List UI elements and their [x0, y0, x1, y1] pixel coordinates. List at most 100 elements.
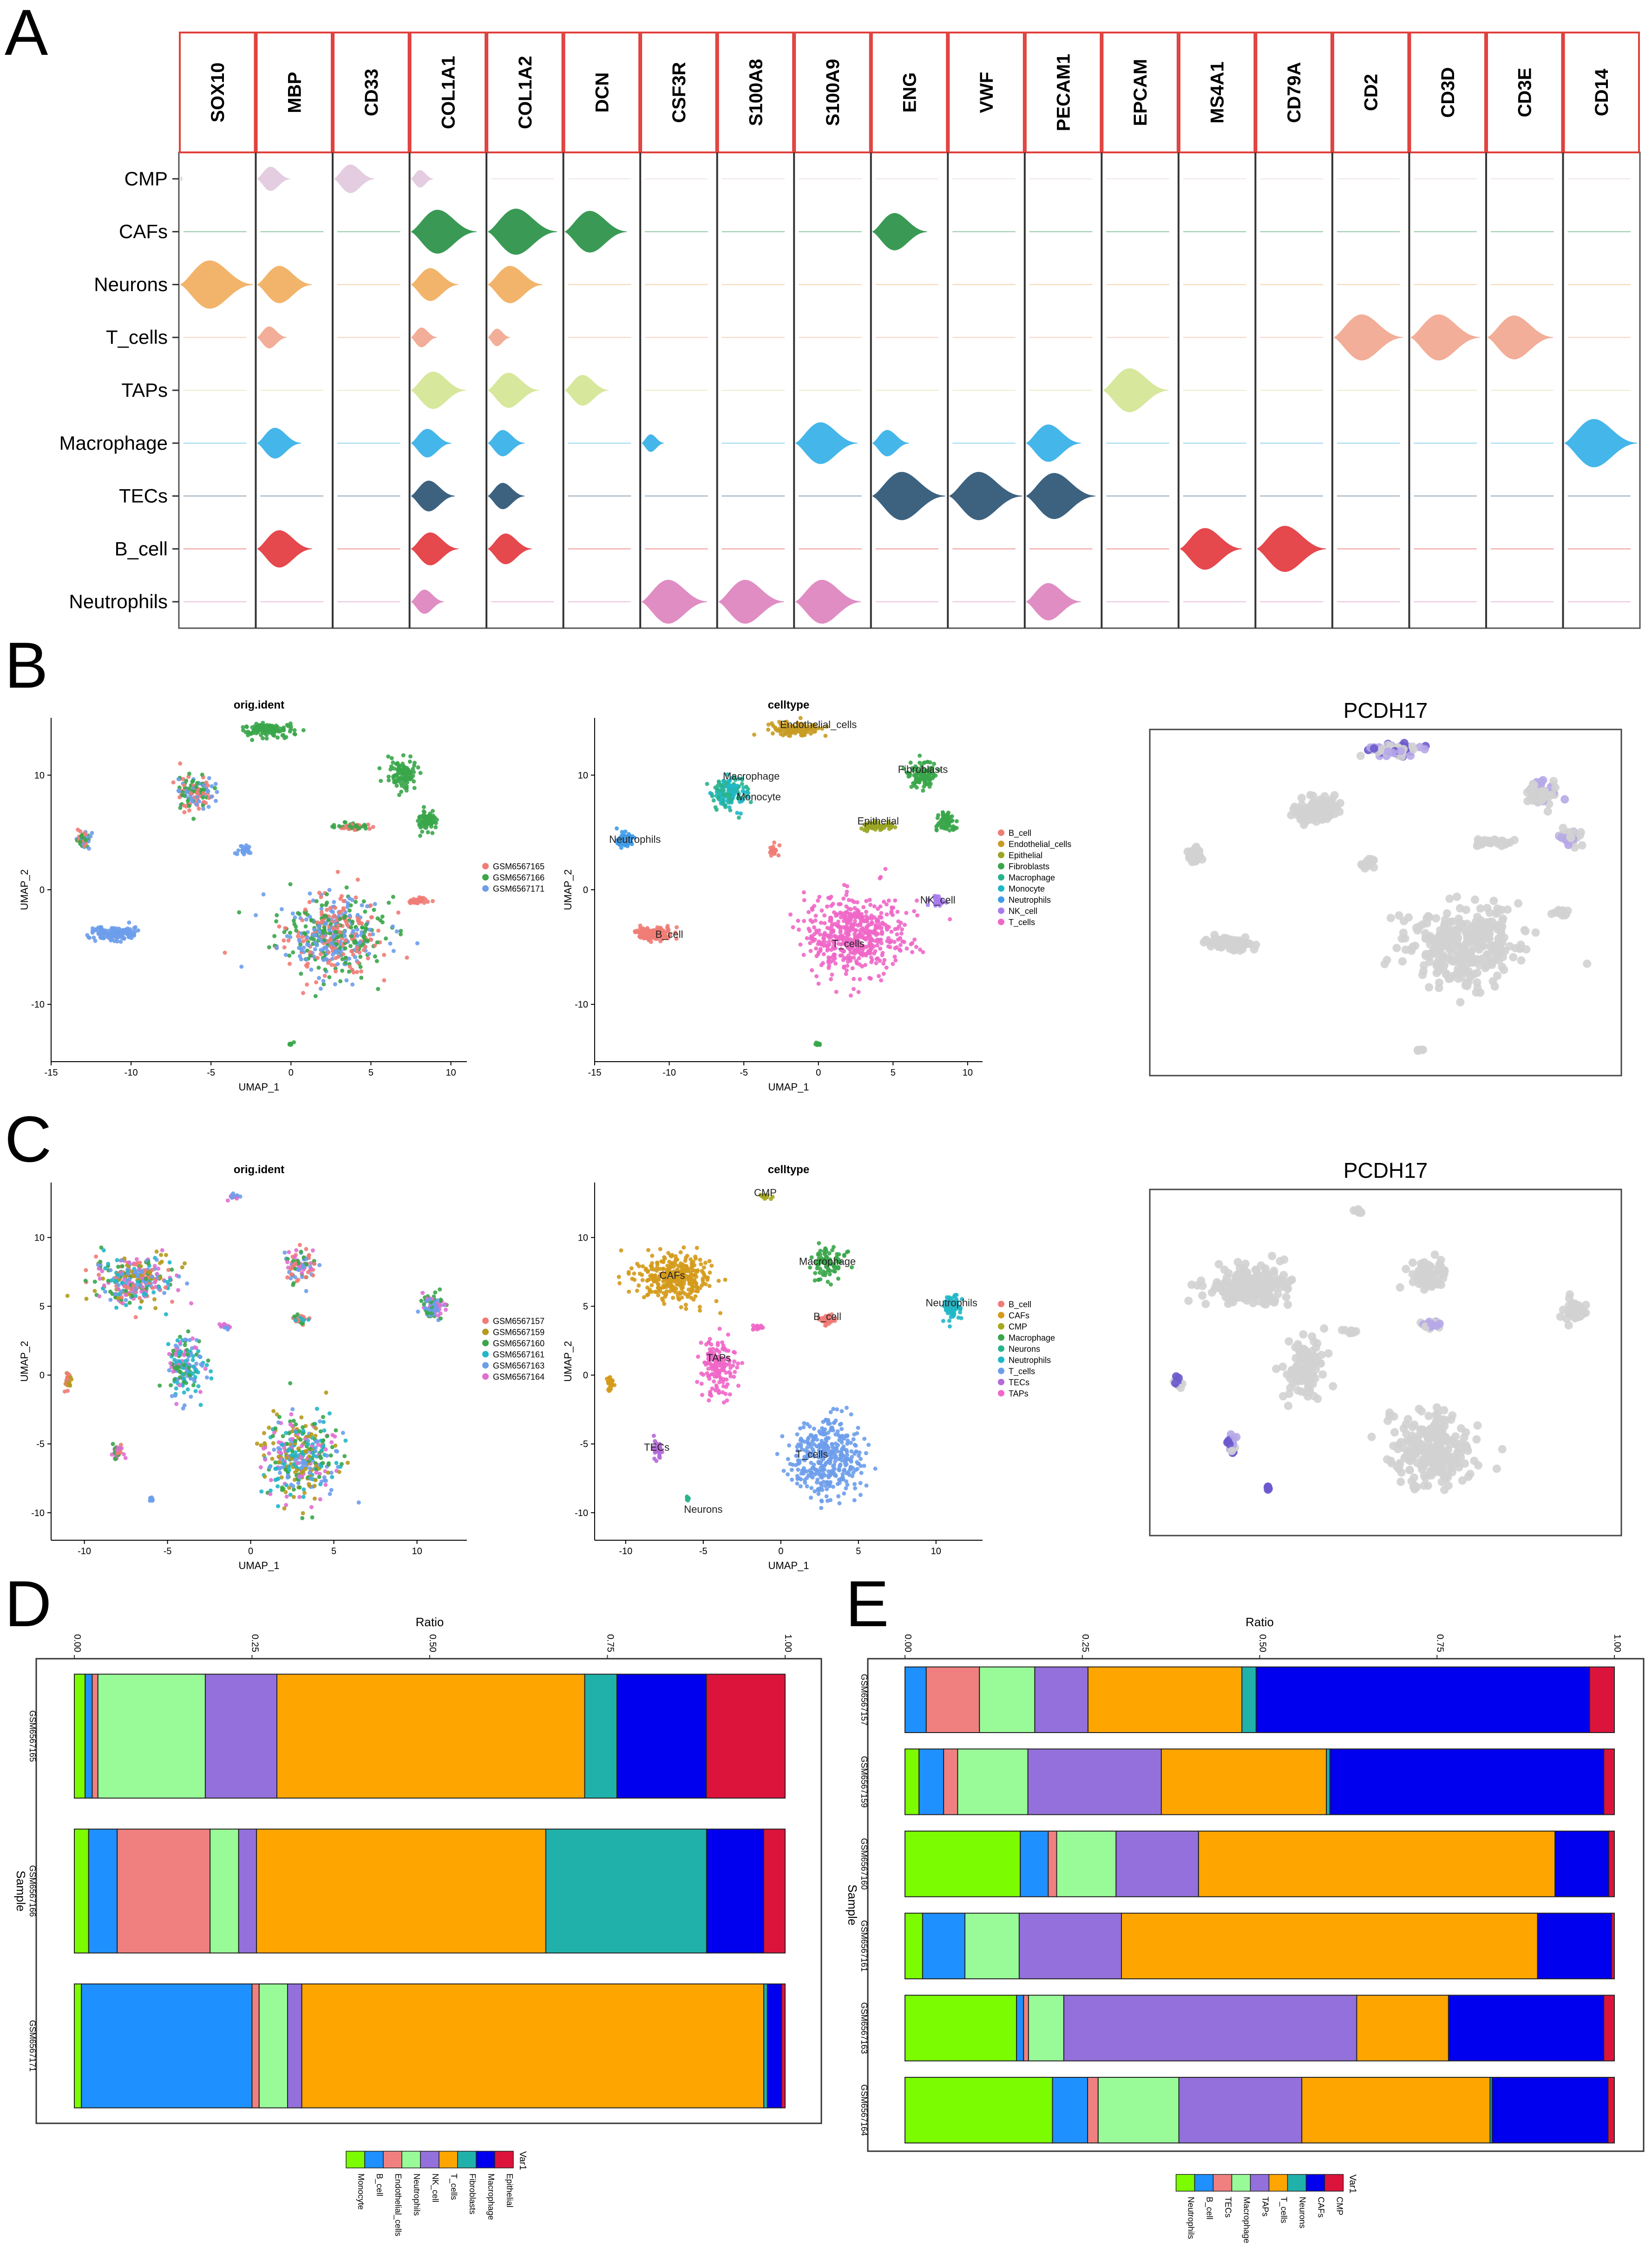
umap-point	[119, 932, 124, 937]
umap-point	[258, 1465, 263, 1470]
umap-point	[864, 919, 869, 923]
umap-point	[862, 828, 867, 833]
umap-point	[395, 762, 400, 766]
umap-point	[889, 929, 894, 934]
umap-point	[860, 926, 865, 930]
violin-taps-epcam	[1102, 368, 1169, 413]
umap-point	[1492, 836, 1501, 845]
umap-point	[340, 968, 345, 973]
umap-point	[177, 789, 182, 794]
umap-point	[1398, 957, 1407, 966]
umap-point	[433, 1290, 438, 1295]
umap-point	[816, 898, 820, 903]
umap-point	[315, 1406, 319, 1411]
umap-point	[864, 910, 868, 914]
umap-point	[857, 912, 861, 917]
umap-point	[339, 933, 343, 938]
umap-point	[797, 927, 801, 932]
umap-point	[328, 922, 333, 926]
umap-point	[317, 976, 321, 980]
violin-neurons-col1a2	[487, 266, 543, 303]
umap-point	[101, 929, 106, 933]
umap-point	[178, 1334, 182, 1339]
umap-point	[1370, 744, 1378, 753]
x-tick-label: 10	[963, 1068, 973, 1078]
umap-point	[1548, 790, 1557, 799]
celltype-label-neurons: Neurons	[94, 273, 168, 295]
umap-point	[397, 793, 401, 797]
umap-point	[408, 754, 413, 759]
legend-label-epithelial: Epithelial	[1009, 851, 1042, 860]
umap-point	[844, 926, 849, 931]
umap-point	[821, 961, 825, 965]
umap-point	[177, 1383, 182, 1387]
umap-point	[359, 930, 364, 934]
umap-point	[313, 1478, 318, 1483]
umap-point	[267, 1451, 271, 1456]
y-tick-label: -5	[580, 1439, 588, 1450]
umap-point	[185, 1352, 190, 1357]
umap-point	[805, 936, 809, 940]
umap-point	[408, 777, 413, 781]
umap-point	[822, 936, 826, 941]
umap-point	[684, 1307, 688, 1311]
umap-point	[189, 1301, 194, 1306]
umap-point	[808, 949, 813, 953]
umap-point	[647, 929, 651, 934]
umap-point	[810, 906, 814, 911]
umap-point	[1511, 944, 1520, 952]
umap-point	[1231, 941, 1239, 950]
umap-point	[353, 955, 358, 959]
umap-point	[838, 902, 843, 906]
legend-label-gsm6567159: GSM6567159	[493, 1328, 544, 1337]
umap-point	[115, 1258, 119, 1262]
umap-point	[869, 913, 874, 918]
cluster-label-macrophage: Macrophage	[723, 770, 780, 782]
legend-swatch-gsm6567157	[482, 1317, 489, 1324]
umap-point	[857, 956, 861, 960]
umap-point	[439, 1316, 443, 1321]
umap-point	[299, 1415, 304, 1420]
umap-point	[182, 1390, 186, 1395]
gene-header-dcn	[563, 32, 641, 153]
umap-point	[213, 781, 218, 786]
umap-point	[870, 943, 874, 947]
umap-point	[276, 1477, 281, 1481]
umap-point	[284, 1483, 289, 1488]
umap-point	[83, 833, 87, 837]
umap-point	[399, 929, 403, 933]
umap-point	[1298, 801, 1306, 809]
umap-point	[288, 882, 293, 887]
umap-point	[292, 728, 297, 733]
umap-point	[225, 1325, 229, 1330]
cluster-label-neutrophils: Neutrophils	[609, 834, 661, 845]
umap-point	[701, 1265, 706, 1270]
panel-letter-a: A	[5, 0, 48, 69]
umap-point	[1521, 927, 1530, 936]
umap-point	[68, 1383, 72, 1388]
umap-title: celltype	[768, 699, 809, 711]
gene-label-vwf: VWF	[977, 72, 997, 113]
umap-point	[772, 852, 777, 856]
umap-point	[369, 938, 374, 942]
umap-point	[327, 975, 332, 979]
umap-title: orig.ident	[234, 1163, 284, 1176]
umap-point	[76, 827, 80, 832]
umap-point	[130, 1287, 135, 1292]
umap-point	[223, 951, 227, 955]
umap-point	[776, 853, 781, 858]
umap-point	[877, 922, 882, 927]
umap-point	[362, 930, 367, 934]
umap-point	[296, 1446, 301, 1451]
violin-neurons-col1a1	[411, 268, 459, 301]
umap-point	[316, 1442, 321, 1447]
umap-point	[357, 826, 362, 831]
umap-point	[1498, 916, 1507, 925]
umap-point	[719, 783, 723, 788]
legend-swatch-gsm6567163	[482, 1362, 489, 1369]
umap-point	[923, 781, 927, 786]
umap-point	[182, 803, 186, 808]
umap-point	[300, 1465, 304, 1470]
umap-point	[842, 914, 846, 919]
umap-point	[177, 785, 182, 790]
